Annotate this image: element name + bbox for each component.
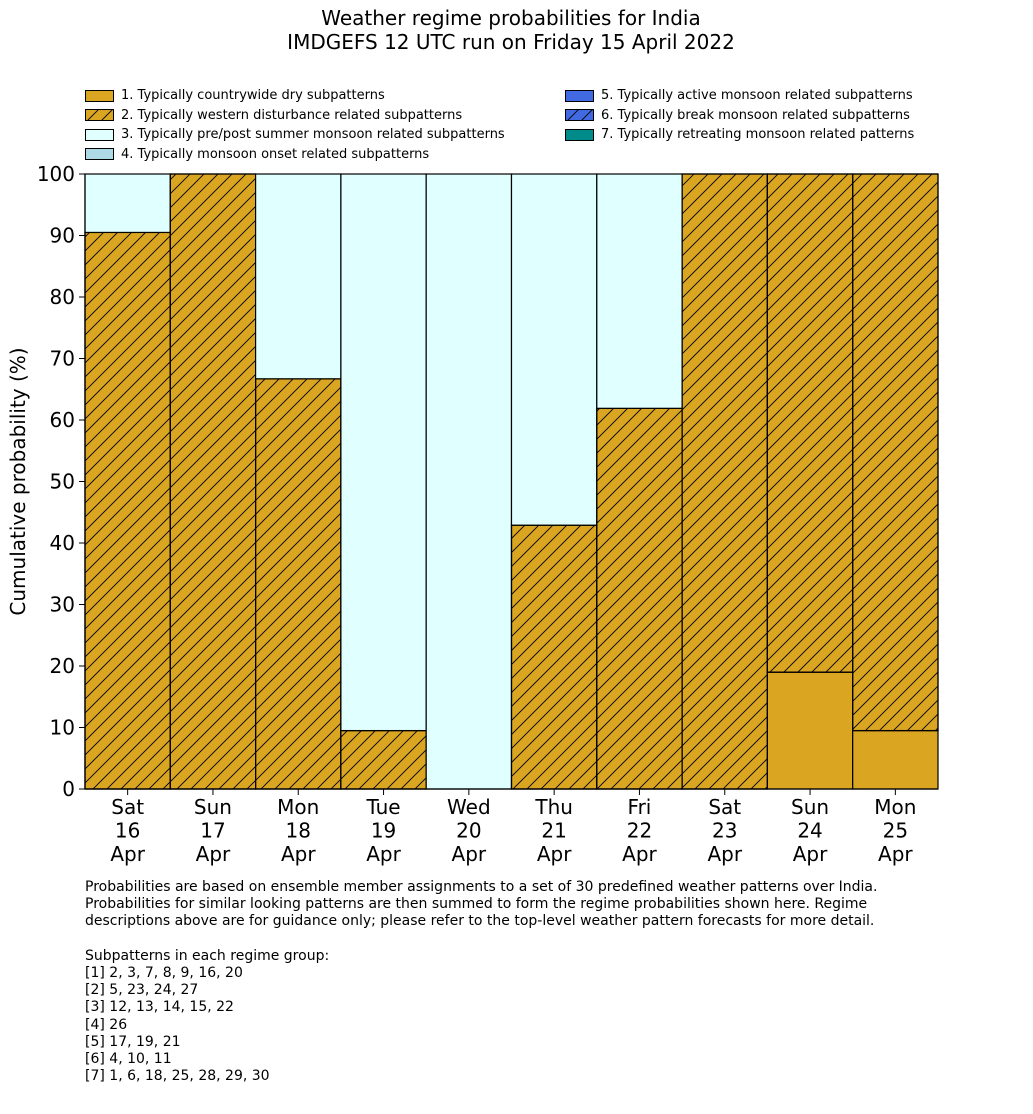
footer-description-line: Probabilities for similar looking patter… (85, 896, 868, 913)
bar-fri-22-apr-regime-3 (596, 173, 683, 409)
footer-groups-heading: Subpatterns in each regime group: (85, 947, 330, 964)
bar-hatch-overlay (852, 173, 939, 732)
legend-item-1: 1. Typically countrywide dry subpatterns (85, 86, 385, 105)
legend-label: 2. Typically western disturbance related… (121, 107, 463, 123)
footer-group-line: [4] 26 (85, 1016, 128, 1033)
footer-description-line: descriptions above are for guidance only… (85, 913, 875, 930)
bar-hatch-overlay (255, 378, 342, 790)
x-tick-label: Mon 18 Apr (277, 795, 319, 866)
bar-sat-16-apr-regime-3 (84, 173, 171, 234)
x-tick-label: Tue 19 Apr (365, 795, 401, 866)
bar-hatch-overlay (681, 173, 768, 790)
legend-label: 5. Typically active monsoon related subp… (601, 88, 913, 103)
legend-swatch (85, 89, 114, 102)
bar-tue-19-apr-regime-3 (340, 173, 427, 732)
bar-hatch-overlay (169, 173, 257, 790)
x-tick-label: Sat 23 Apr (707, 795, 742, 866)
x-tick-label: Thu 21 Apr (534, 795, 573, 866)
x-tick-label: Sun 17 Apr (194, 795, 232, 866)
y-tick-label: 50 (50, 470, 75, 494)
y-tick-label: 40 (50, 531, 75, 555)
legend-item-7: 7. Typically retreating monsoon related … (565, 125, 914, 144)
legend-swatch (85, 128, 114, 141)
chart-title-line-1: Weather regime probabilities for India (321, 6, 701, 30)
chart-area: 0 10 20 30 40 50 60 70 80 90 100 Cumulative probabi… (6, 162, 939, 866)
legend-item-2: 2. Typically western disturbance related… (85, 106, 462, 125)
chart-title: Weather regime probabilities for India I… (0, 6, 1022, 54)
bar-hatch-overlay (766, 173, 854, 673)
x-tick-label: Sun 24 Apr (791, 795, 829, 866)
y-tick-label: 30 (50, 593, 75, 617)
legend-item-4: 4. Typically monsoon onset related subpa… (85, 145, 429, 164)
legend-item-6: 6. Typically break monsoon related subpa… (565, 106, 910, 125)
bar-thu-21-apr-regime-3 (510, 173, 598, 526)
y-tick-label: 70 (50, 347, 75, 371)
bar-sun-24-apr-regime-1 (766, 671, 854, 790)
footer-group-line: [7] 1, 6, 18, 25, 28, 29, 30 (85, 1068, 270, 1085)
y-tick-label: 10 (50, 716, 75, 740)
bar-wed-20-apr-regime-3 (425, 173, 513, 790)
chart-title-line-2: IMDGEFS 12 UTC run on Friday 15 April 20… (287, 30, 735, 54)
y-tick-label: 80 (50, 285, 75, 309)
footer-group-line: [5] 17, 19, 21 (85, 1033, 181, 1050)
y-tick-label: 60 (50, 408, 75, 432)
bar-hatch-overlay (510, 524, 598, 790)
x-tick-label: Sat 16 Apr (110, 795, 145, 866)
y-tick-label: 100 (37, 162, 75, 186)
x-tick-label: Mon 25 Apr (874, 795, 916, 866)
legend-label: 1. Typically countrywide dry subpatterns (121, 88, 385, 103)
y-axis-label: Cumulative probability (%) (6, 347, 30, 615)
legend-item-5: 5. Typically active monsoon related subp… (565, 86, 913, 105)
footer-group-line: [6] 4, 10, 11 (85, 1051, 172, 1068)
legend: 1. Typically countrywide dry subpatterns… (85, 86, 965, 166)
footer-group-line: [2] 5, 23, 24, 27 (85, 982, 199, 999)
bar-hatch-overlay (84, 231, 171, 790)
footer-group-line: [1] 2, 3, 7, 8, 9, 16, 20 (85, 965, 243, 981)
bar-hatch-overlay (596, 407, 683, 790)
legend-swatch (85, 148, 114, 160)
legend-swatch (565, 128, 594, 141)
legend-swatch (565, 89, 594, 102)
footer-notes: Probabilities are based on ensemble memb… (85, 879, 877, 1085)
footer-group-line: [3] 12, 13, 14, 15, 22 (85, 999, 234, 1016)
legend-label: 6. Typically break monsoon related subpa… (601, 107, 910, 123)
legend-label: 7. Typically retreating monsoon related … (601, 127, 915, 142)
y-tick-label: 20 (50, 654, 75, 678)
x-tick-label: Wed 20 Apr (447, 795, 491, 866)
x-tick-label: Fri 22 Apr (622, 795, 657, 866)
legend-swatch (85, 109, 114, 121)
bar-mon-25-apr-regime-1 (852, 729, 939, 790)
y-tick-label: 0 (62, 777, 75, 801)
legend-label: 3. Typically pre/post summer monsoon rel… (121, 127, 505, 142)
legend-swatch (565, 109, 594, 121)
legend-item-3: 3. Typically pre/post summer monsoon rel… (85, 125, 505, 144)
legend-label: 4. Typically monsoon onset related subpa… (121, 146, 430, 162)
bar-mon-18-apr-regime-3 (255, 173, 342, 380)
y-tick-label: 90 (50, 224, 75, 248)
footer-description-line: Probabilities are based on ensemble memb… (85, 879, 878, 895)
bar-hatch-overlay (340, 729, 427, 790)
